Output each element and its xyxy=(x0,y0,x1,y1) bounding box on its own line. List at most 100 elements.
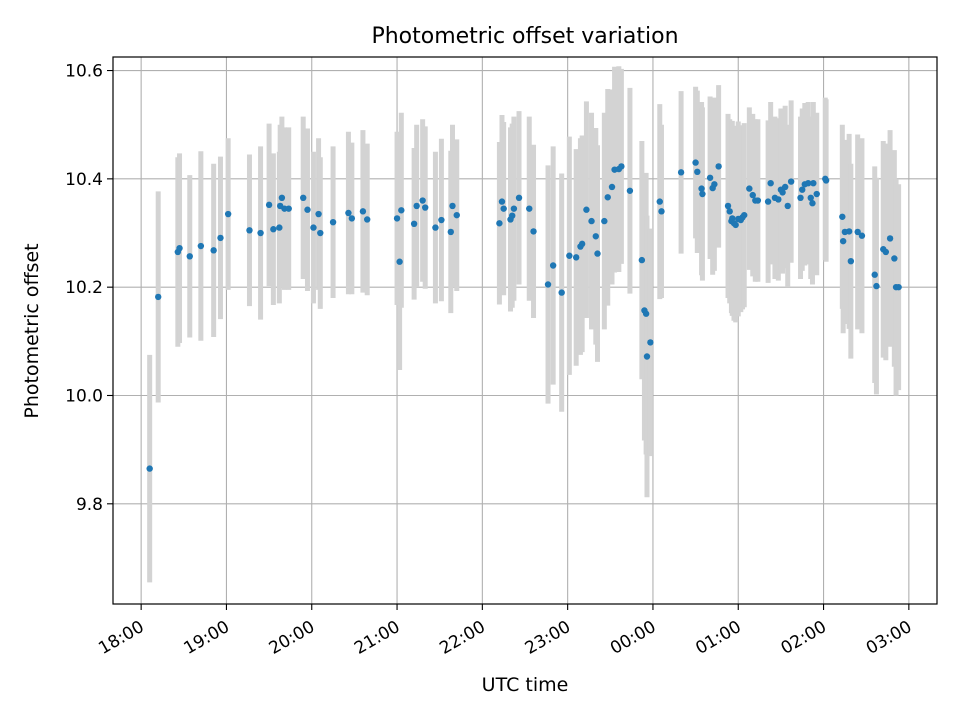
data-point xyxy=(498,198,506,205)
data-point xyxy=(304,206,311,213)
data-point xyxy=(871,271,878,278)
data-point xyxy=(345,209,352,217)
data-point xyxy=(647,339,654,346)
data-point xyxy=(155,293,162,301)
data-point xyxy=(764,198,772,205)
data-point xyxy=(329,218,337,226)
data-point xyxy=(699,190,706,198)
data-point xyxy=(246,227,253,234)
data-point xyxy=(496,220,503,227)
data-point xyxy=(809,200,816,207)
data-point xyxy=(767,179,774,187)
data-point xyxy=(779,189,786,196)
y-tick-label: 10.2 xyxy=(65,278,103,298)
data-point xyxy=(706,174,714,181)
data-point xyxy=(146,465,153,472)
data-point xyxy=(300,194,307,202)
data-point xyxy=(873,282,880,290)
data-point xyxy=(618,163,625,170)
data-point xyxy=(891,255,898,262)
data-point xyxy=(257,229,264,237)
data-point xyxy=(749,191,756,199)
data-point xyxy=(276,224,283,231)
data-point xyxy=(754,197,762,204)
data-point xyxy=(732,221,739,229)
data-point xyxy=(510,205,518,212)
data-point xyxy=(270,226,277,233)
data-point xyxy=(781,183,789,191)
data-point xyxy=(741,211,748,219)
data-point xyxy=(419,197,426,204)
data-point xyxy=(285,205,292,212)
data-point xyxy=(186,253,193,260)
data-point xyxy=(594,250,601,257)
data-point xyxy=(224,210,232,218)
data-point xyxy=(317,229,324,237)
data-point xyxy=(658,208,665,215)
data-points xyxy=(146,159,902,472)
data-point xyxy=(393,215,401,222)
data-point xyxy=(447,228,454,236)
chart-title: Photometric offset variation xyxy=(371,24,678,49)
plot-frame xyxy=(112,56,938,605)
data-point xyxy=(572,254,580,261)
data-point xyxy=(453,211,460,219)
data-point xyxy=(449,202,456,210)
data-point xyxy=(398,207,405,214)
y-tick-label: 10.0 xyxy=(65,386,103,406)
data-point xyxy=(176,244,183,252)
data-point xyxy=(601,217,608,225)
data-point xyxy=(839,213,846,220)
data-point xyxy=(638,256,646,264)
data-point xyxy=(698,185,705,192)
y-axis-label: Photometric offset xyxy=(21,243,43,418)
data-point xyxy=(643,353,651,360)
data-point xyxy=(807,194,814,202)
data-point xyxy=(715,163,722,170)
data-point xyxy=(775,196,782,203)
data-point xyxy=(421,204,429,211)
data-point xyxy=(839,237,847,245)
data-point xyxy=(278,194,286,202)
data-point xyxy=(588,217,595,225)
x-axis-label: UTC time xyxy=(482,674,569,696)
data-point xyxy=(396,258,403,265)
data-point xyxy=(310,224,317,231)
data-point xyxy=(845,228,853,235)
data-point xyxy=(359,208,367,215)
y-axis: 9.8 10.0 10.2 10.4 10.6 xyxy=(65,62,113,515)
data-point xyxy=(348,215,356,222)
data-point xyxy=(858,232,866,239)
data-point xyxy=(694,168,701,176)
data-point xyxy=(797,194,804,202)
data-point xyxy=(895,283,902,291)
data-point xyxy=(822,177,830,184)
data-point xyxy=(692,159,699,166)
data-point xyxy=(726,208,733,215)
data-point xyxy=(656,198,663,205)
data-point xyxy=(363,216,371,223)
data-point xyxy=(544,281,552,288)
data-point xyxy=(729,215,736,222)
data-point xyxy=(711,181,718,188)
data-point xyxy=(854,228,861,236)
y-tick-label: 10.4 xyxy=(65,170,103,190)
data-point xyxy=(604,194,611,201)
data-point xyxy=(265,201,273,209)
data-point xyxy=(626,187,634,194)
data-point xyxy=(515,194,523,202)
data-point xyxy=(566,252,573,259)
data-point xyxy=(847,257,855,265)
data-point xyxy=(886,235,894,242)
data-point xyxy=(558,289,565,296)
data-point xyxy=(677,169,685,176)
data-point xyxy=(642,310,650,317)
data-point xyxy=(438,216,445,224)
data-point xyxy=(509,212,516,219)
data-point xyxy=(578,240,586,248)
data-point xyxy=(530,228,537,235)
data-point xyxy=(799,186,806,193)
data-point xyxy=(526,205,533,212)
